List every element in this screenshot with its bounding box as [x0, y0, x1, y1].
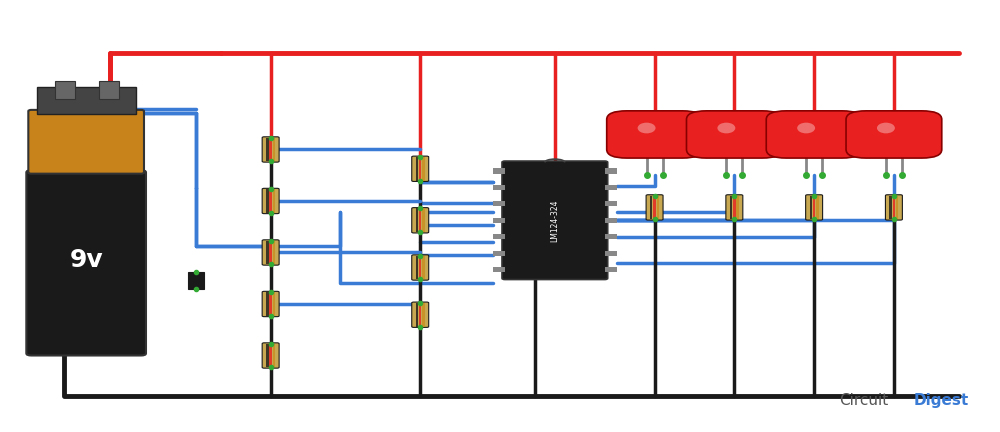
- Bar: [269, 292, 272, 316]
- Bar: [269, 344, 272, 367]
- Bar: [416, 256, 418, 280]
- Bar: [605, 185, 617, 190]
- Text: Digest: Digest: [914, 393, 969, 408]
- Ellipse shape: [877, 123, 895, 133]
- Ellipse shape: [797, 123, 815, 133]
- FancyBboxPatch shape: [726, 195, 743, 220]
- Bar: [605, 234, 617, 239]
- FancyBboxPatch shape: [502, 161, 608, 280]
- Bar: [653, 196, 656, 219]
- Bar: [419, 256, 421, 280]
- Text: LM124-324: LM124-324: [550, 199, 559, 241]
- Bar: [816, 196, 819, 219]
- Bar: [266, 344, 269, 367]
- FancyBboxPatch shape: [412, 302, 429, 327]
- Text: 9v: 9v: [69, 248, 103, 272]
- Bar: [605, 267, 617, 272]
- Bar: [893, 196, 895, 219]
- Bar: [896, 196, 898, 219]
- Bar: [266, 189, 269, 213]
- Bar: [493, 267, 505, 272]
- Bar: [419, 209, 421, 232]
- FancyBboxPatch shape: [412, 156, 429, 181]
- FancyBboxPatch shape: [607, 111, 702, 158]
- Bar: [273, 138, 275, 161]
- Bar: [419, 157, 421, 181]
- FancyBboxPatch shape: [885, 195, 902, 220]
- Bar: [889, 196, 892, 219]
- Bar: [422, 209, 425, 232]
- Bar: [493, 168, 505, 174]
- Bar: [266, 138, 269, 161]
- Bar: [273, 241, 275, 264]
- Bar: [493, 218, 505, 223]
- Bar: [422, 303, 425, 327]
- FancyBboxPatch shape: [412, 208, 429, 233]
- FancyBboxPatch shape: [262, 137, 279, 162]
- Bar: [188, 272, 204, 289]
- Bar: [493, 251, 505, 256]
- FancyBboxPatch shape: [646, 195, 663, 220]
- Bar: [493, 201, 505, 206]
- Bar: [416, 157, 418, 181]
- FancyBboxPatch shape: [28, 110, 144, 174]
- Bar: [810, 196, 812, 219]
- Bar: [273, 189, 275, 213]
- Bar: [55, 81, 75, 99]
- Bar: [422, 157, 425, 181]
- Bar: [422, 256, 425, 280]
- Bar: [736, 196, 739, 219]
- FancyBboxPatch shape: [262, 188, 279, 214]
- Bar: [493, 185, 505, 190]
- Bar: [605, 218, 617, 223]
- Bar: [99, 81, 119, 99]
- Bar: [269, 189, 272, 213]
- FancyBboxPatch shape: [766, 111, 862, 158]
- Bar: [269, 241, 272, 264]
- Bar: [813, 196, 815, 219]
- FancyBboxPatch shape: [262, 291, 279, 317]
- Ellipse shape: [717, 123, 735, 133]
- FancyBboxPatch shape: [846, 111, 942, 158]
- FancyBboxPatch shape: [262, 240, 279, 265]
- Bar: [493, 234, 505, 239]
- Text: Circuit: Circuit: [839, 393, 888, 408]
- Bar: [419, 303, 421, 327]
- Bar: [733, 196, 736, 219]
- Bar: [416, 303, 418, 327]
- FancyBboxPatch shape: [686, 111, 782, 158]
- Bar: [657, 196, 659, 219]
- Bar: [269, 138, 272, 161]
- Bar: [266, 292, 269, 316]
- FancyBboxPatch shape: [806, 195, 823, 220]
- Bar: [416, 209, 418, 232]
- FancyBboxPatch shape: [26, 170, 146, 356]
- FancyBboxPatch shape: [262, 343, 279, 368]
- Bar: [605, 201, 617, 206]
- Bar: [37, 87, 136, 114]
- Bar: [605, 251, 617, 256]
- Ellipse shape: [638, 123, 656, 133]
- FancyBboxPatch shape: [412, 255, 429, 280]
- Bar: [266, 241, 269, 264]
- Bar: [650, 196, 652, 219]
- Bar: [273, 292, 275, 316]
- Bar: [605, 168, 617, 174]
- Bar: [273, 344, 275, 367]
- Bar: [730, 196, 732, 219]
